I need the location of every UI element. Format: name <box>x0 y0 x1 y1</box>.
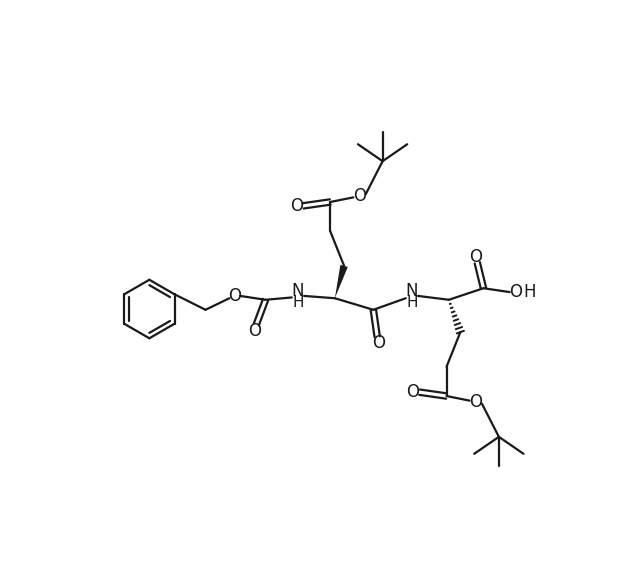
Text: O: O <box>406 383 419 401</box>
Text: H: H <box>406 295 418 309</box>
Text: H: H <box>524 283 536 301</box>
Text: H: H <box>292 295 303 309</box>
Text: O: O <box>248 322 261 339</box>
Text: O: O <box>469 248 483 265</box>
Text: N: N <box>292 282 304 300</box>
Text: N: N <box>406 282 418 300</box>
Text: O: O <box>353 187 366 205</box>
Polygon shape <box>335 265 348 298</box>
Text: O: O <box>372 334 385 352</box>
Text: O: O <box>469 393 483 411</box>
Text: O: O <box>509 283 522 301</box>
Text: O: O <box>228 287 241 305</box>
Text: O: O <box>290 197 303 215</box>
